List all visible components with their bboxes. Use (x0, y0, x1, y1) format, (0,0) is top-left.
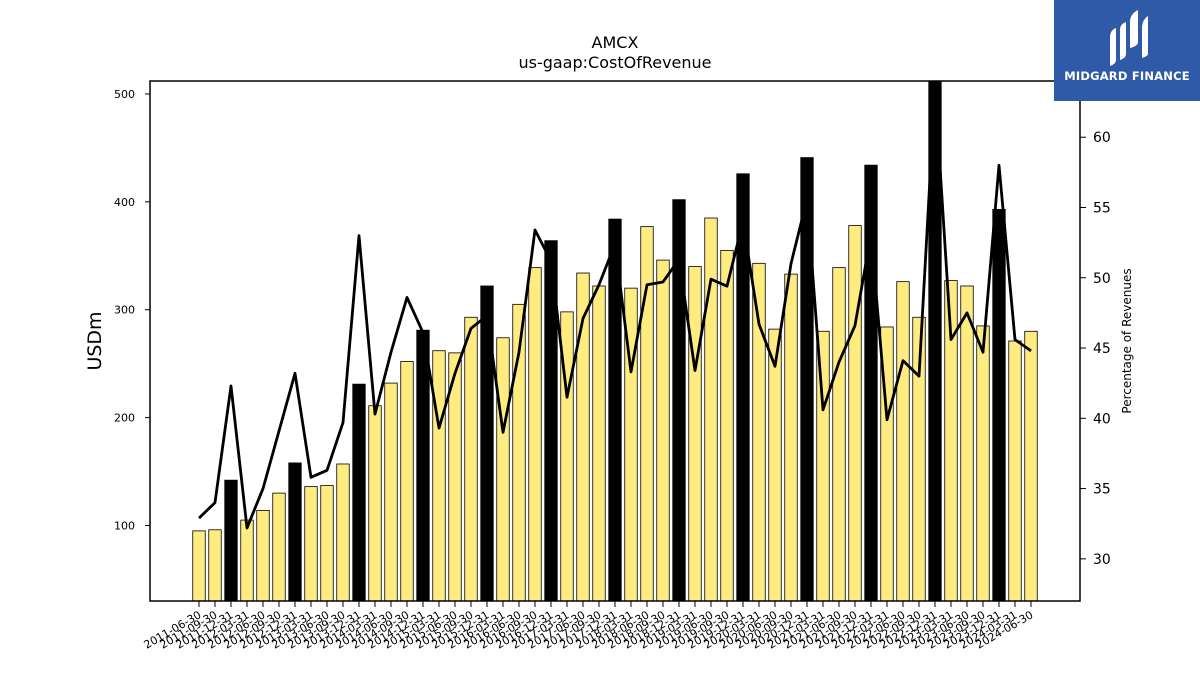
bar-2013-06-30 (320, 485, 334, 602)
y2-tick-label-30: 30 (1093, 552, 1111, 568)
bar-2019-03-31 (688, 266, 702, 602)
right-axis: 30 35 40 45 50 55 60 (1080, 130, 1111, 568)
y2-axis-label: Percentage of Revenues (1120, 268, 1134, 413)
y-tick-label-300: 300 (114, 304, 135, 317)
y2-tick-label-35: 35 (1093, 482, 1111, 498)
bar-2024-06-30 (1024, 330, 1038, 602)
bar-2012-06-30 (256, 509, 270, 602)
chart-subtitle: us-gaap:CostOfRevenue (518, 53, 711, 72)
bar-2015-09-30 (464, 316, 478, 602)
bar-2015-03-31 (432, 350, 446, 602)
logo-text: MIDGARD FINANCE (1064, 69, 1190, 83)
bar-2014-12-31 (416, 329, 430, 602)
percentage-line (198, 86, 1032, 530)
bar-2019-09-30 (720, 249, 734, 602)
bar-2014-09-30 (400, 361, 414, 602)
y2-tick-label-55: 55 (1093, 200, 1111, 216)
bar-2021-06-30 (832, 267, 846, 602)
y-axis-label: USDm (84, 311, 106, 370)
y2-tick-label-50: 50 (1093, 271, 1111, 287)
bar-2021-09-30 (848, 225, 862, 602)
bar-2013-09-30 (336, 463, 350, 602)
y2-tick-label-60: 60 (1093, 130, 1111, 146)
midgard-finance-logo: MIDGARD FINANCE (1054, 0, 1200, 101)
bar-2020-12-31 (800, 157, 814, 602)
bar-2011-12-31 (224, 479, 238, 602)
bar-2014-03-31 (368, 405, 382, 602)
chart-title: AMCX (592, 33, 639, 52)
bar-2018-09-30 (656, 259, 670, 602)
bar-2011-09-30 (208, 529, 222, 602)
y-tick-label-500: 500 (114, 88, 135, 101)
bar-2021-12-31 (864, 164, 878, 602)
bars-layer (192, 80, 1038, 602)
bar-2020-09-30 (784, 273, 798, 602)
bar-2013-03-31 (304, 486, 318, 602)
bar-2012-03-31 (240, 519, 254, 602)
x-axis: 2011-06-302011-09-302011-12-312012-03-31… (142, 601, 1036, 652)
y-tick-label-200: 200 (114, 412, 135, 425)
bar-2019-06-30 (704, 217, 718, 602)
logo-mark-icon (1110, 10, 1148, 66)
y2-tick-label-45: 45 (1093, 341, 1111, 357)
bar-2016-03-31 (496, 337, 510, 602)
bar-2020-03-31 (752, 262, 766, 602)
bar-2023-06-30 (960, 285, 974, 602)
bar-2012-09-30 (272, 492, 286, 602)
bar-2017-09-30 (592, 285, 606, 602)
bar-2024-03-31 (1008, 340, 1022, 602)
bar-2020-06-30 (768, 328, 782, 602)
bar-2023-09-30 (976, 325, 990, 602)
bar-2013-12-31 (352, 383, 366, 602)
bar-2014-06-30 (384, 382, 398, 602)
line-layer (198, 86, 1032, 530)
left-axis: 100 200 300 400 500 (114, 88, 150, 532)
bar-2015-12-31 (480, 285, 494, 602)
bar-2021-03-31 (816, 330, 830, 602)
bar-2023-12-31 (992, 208, 1006, 602)
y2-tick-label-40: 40 (1093, 411, 1111, 427)
bar-2016-09-30 (528, 267, 542, 602)
y-tick-label-100: 100 (114, 519, 135, 532)
bar-2011-06-30 (192, 530, 206, 602)
bar-2012-12-31 (288, 462, 302, 602)
bar-2022-06-30 (896, 281, 910, 602)
y-tick-label-400: 400 (114, 196, 135, 209)
